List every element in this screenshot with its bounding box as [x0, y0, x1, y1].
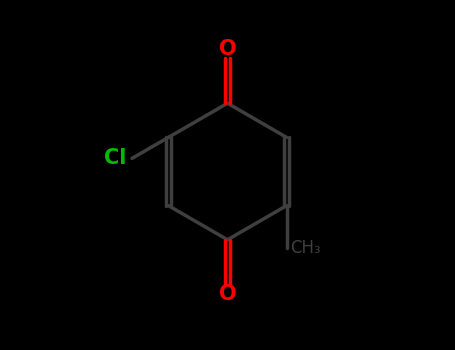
- Text: CH₃: CH₃: [290, 239, 321, 257]
- Text: Cl: Cl: [104, 148, 127, 168]
- Text: O: O: [219, 39, 236, 59]
- Text: O: O: [219, 284, 236, 304]
